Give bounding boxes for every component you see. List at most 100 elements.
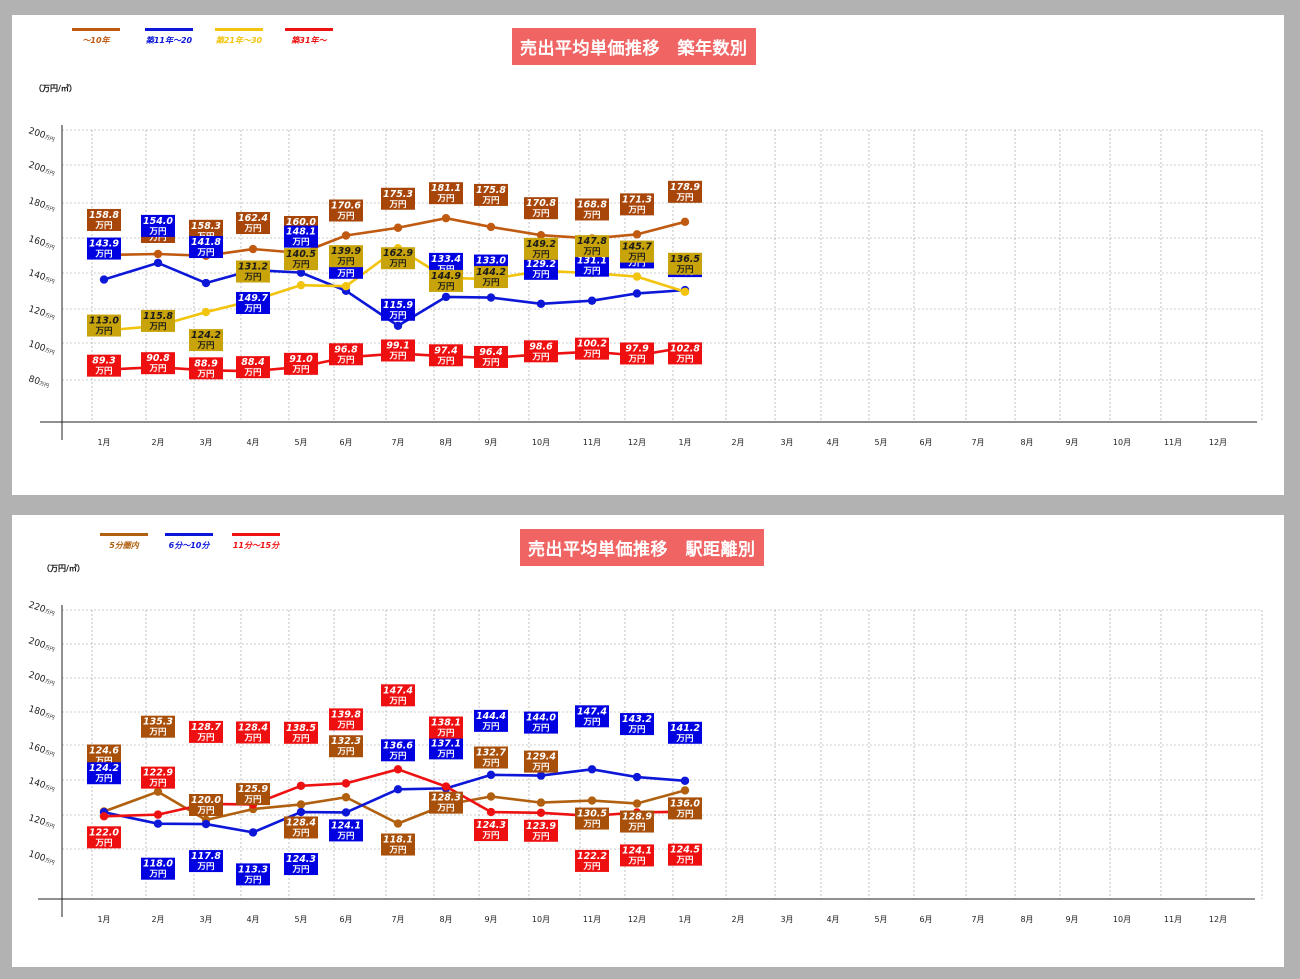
data-label-unit: 万円 [627, 258, 645, 268]
data-label: 88.4万円 [236, 356, 270, 379]
data-label-box [141, 352, 175, 375]
data-label: 124.2万円 [189, 329, 223, 352]
data-label-unit: 万円 [148, 779, 166, 789]
data-label: 91.0万円 [284, 352, 318, 375]
data-point [486, 293, 496, 302]
data-label-unit: 万円 [243, 795, 261, 805]
data-point [341, 281, 351, 291]
data-point [536, 798, 546, 807]
data-label-unit: 万円 [196, 248, 214, 258]
y-tick-label: 80万円 [27, 374, 51, 390]
data-point [486, 792, 496, 801]
data-label-box [668, 180, 702, 203]
data-label-box [429, 344, 463, 367]
data-label-box [668, 797, 702, 820]
data-point [632, 772, 642, 782]
data-label-unit: 万円 [336, 269, 354, 279]
data-label: 115.9万円 [381, 298, 415, 321]
data-label-box [381, 684, 415, 707]
data-label-value: 170.8 [526, 198, 556, 209]
data-label-value: 118.0 [143, 859, 173, 870]
data-label-box [381, 739, 415, 762]
data-label-value: 138.1 [431, 718, 461, 729]
data-label-box [329, 245, 363, 268]
data-label-unit: 万円 [582, 862, 600, 872]
data-label: 138.5万円 [284, 721, 318, 744]
data-label-value: 115.8 [143, 311, 173, 322]
data-label-value: 98.6 [529, 341, 553, 352]
data-label-box [87, 826, 121, 849]
data-labels-0: 158.8万円159.4万円158.3万円162.4万円160.0万円170.6… [87, 180, 702, 243]
data-label-box [284, 225, 318, 248]
x-tick-label: 6月 [339, 915, 352, 924]
data-label-box [429, 716, 463, 739]
data-label: 148.1万円 [284, 225, 318, 248]
data-label: 145.7万円 [620, 240, 654, 263]
data-label-value: 141.8 [191, 237, 221, 248]
data-label-box [189, 794, 223, 816]
data-label-value: 129.4 [526, 752, 556, 763]
data-label-unit: 万円 [582, 820, 600, 830]
data-label: 141.2万円 [668, 721, 702, 744]
data-label: 168.8万円 [575, 198, 609, 221]
data-label-value: 138.5 [286, 723, 316, 734]
data-point [248, 244, 258, 254]
data-label-box [284, 352, 318, 375]
data-label: 144.2万円 [474, 266, 508, 289]
data-label-box [575, 198, 609, 221]
chart-title-station-distance: 売出平均単価推移 駅距離別 [520, 529, 764, 566]
data-label-unit: 万円 [675, 856, 693, 866]
data-label-value: 144.4 [476, 711, 506, 722]
data-label-box [236, 260, 270, 283]
y-tick-unit: 万円 [44, 277, 55, 286]
data-label-value: 124.2 [191, 330, 221, 341]
data-point [153, 787, 163, 796]
data-label-value: 136.6 [383, 740, 413, 751]
x-tick-label: 8月 [439, 915, 452, 924]
data-label: 133.4万円 [429, 252, 463, 275]
data-label-unit: 万円 [481, 358, 499, 368]
data-label-unit: 万円 [148, 233, 166, 243]
data-label-value: 168.8 [577, 199, 607, 210]
data-label-value: 91.0 [289, 354, 313, 365]
data-label-unit: 万円 [481, 759, 499, 769]
x-tick-label: 8月 [439, 438, 452, 447]
data-label-value: 88.4 [241, 357, 265, 368]
data-label: 140.5万円 [284, 248, 318, 271]
data-label-unit: 万円 [148, 364, 166, 374]
data-point [201, 307, 211, 317]
data-label-box [189, 720, 223, 743]
data-label-box [575, 807, 609, 830]
data-point [99, 812, 109, 821]
data-label: 124.3万円 [284, 853, 318, 876]
data-point [99, 275, 109, 284]
data-label-box [141, 715, 175, 738]
data-label-unit: 万円 [436, 356, 454, 366]
data-point [680, 287, 690, 296]
data-label: 158.8万円 [87, 208, 121, 231]
data-point [680, 786, 690, 795]
data-label: 113.3万円 [236, 863, 270, 886]
legend-item: 築21年～30 [215, 28, 263, 46]
legend-swatch [285, 28, 333, 31]
x-tick-label: 1月 [678, 915, 691, 924]
y-tick-label: 100万円 [27, 339, 56, 357]
data-label-unit: 万円 [582, 717, 600, 727]
y-tick-unit: 万円 [44, 243, 55, 252]
data-label: 181.1万円 [429, 182, 463, 205]
x-tick-label: 11月 [583, 438, 601, 447]
data-label-box [141, 857, 175, 880]
data-label-unit: 万円 [481, 196, 499, 206]
data-point [536, 230, 546, 240]
data-label-box [381, 187, 415, 210]
y-tick-unit: 万円 [44, 609, 55, 618]
data-label: 128.4万円 [236, 721, 270, 744]
data-label-box [620, 713, 654, 736]
data-point [153, 258, 163, 268]
data-label: 175.3万円 [381, 187, 415, 210]
legend-item: 5分圏内 [100, 533, 148, 551]
y-tick-unit: 万円 [44, 713, 55, 722]
data-label-value: 154.0 [143, 216, 173, 227]
data-label-box [575, 705, 609, 728]
data-label-box [524, 197, 558, 220]
